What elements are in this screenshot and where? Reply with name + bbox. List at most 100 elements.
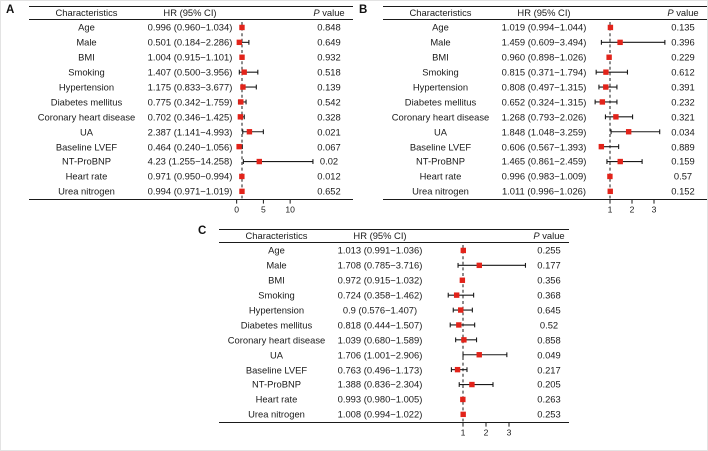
characteristic-label: Age — [78, 21, 95, 33]
p-value: 0.012 — [317, 170, 341, 182]
hr-ci-value: 1.013 (0.991−1.036) — [337, 244, 423, 256]
forest-row: Baseline LVEF 0.464 (0.240−1.056) 0.067 — [29, 139, 353, 154]
forest-row: NT-ProBNP 4.23 (1.255−14.258) 0.02 — [29, 154, 353, 169]
panel-c: Characteristics HR (95% CI) P value Age 1… — [219, 229, 569, 439]
p-value: 0.328 — [317, 111, 341, 123]
hr-ci-value: 0.763 (0.496−1.173) — [337, 364, 423, 376]
p-value: 0.396 — [671, 36, 695, 48]
hr-ci-value: 1.175 (0.833−3.677) — [147, 81, 233, 93]
characteristic-label: Coronary heart disease — [37, 111, 136, 123]
col-header-characteristics: Characteristics — [409, 7, 472, 18]
hr-ci-value: 1.465 (0.861−2.459) — [501, 155, 587, 167]
forest-row: Hypertension 0.808 (0.497−1.315) 0.391 — [383, 80, 707, 95]
hr-ci-value: 2.387 (1.141−4.993) — [147, 126, 233, 138]
characteristic-label: Baseline LVEF — [55, 141, 118, 153]
forest-row: Coronary heart disease 1.268 (0.793−2.026… — [383, 109, 707, 124]
p-value: 0.049 — [537, 349, 561, 361]
hr-ci-value: 1.268 (0.793−2.026) — [501, 111, 587, 123]
p-value: 0.368 — [537, 289, 561, 301]
forest-row: Smoking 0.815 (0.371−1.794) 0.612 — [383, 65, 707, 80]
characteristic-label: Diabetes mellitus — [50, 96, 123, 108]
hr-ci-value: 1.708 (0.785−3.716) — [337, 259, 423, 271]
hr-ci-value: 0.652 (0.324−1.315) — [501, 96, 587, 108]
forest-row: UA 2.387 (1.141−4.993) 0.021 — [29, 124, 353, 139]
p-value: 0.858 — [537, 334, 561, 346]
characteristic-label: Baseline LVEF — [409, 141, 472, 153]
forest-row: Urea nitrogen 0.994 (0.971−1.019) 0.652 — [29, 184, 353, 199]
p-value: 0.205 — [537, 378, 561, 390]
characteristic-label: Hypertension — [248, 304, 305, 316]
panel-c-label: C — [198, 225, 207, 237]
characteristic-label: NT-ProBNP — [416, 155, 465, 167]
forest-row: BMI 1.004 (0.915−1.101) 0.932 — [29, 50, 353, 65]
p-value: 0.253 — [537, 408, 561, 420]
col-header-p-value: P value — [521, 230, 577, 241]
hr-ci-value: 1.848 (1.048−3.259) — [501, 126, 587, 138]
hr-ci-value: 0.818 (0.444−1.507) — [337, 319, 423, 331]
forest-row: Diabetes mellitus 0.652 (0.324−1.315) 0.23… — [383, 94, 707, 109]
hr-ci-value: 0.993 (0.980−1.005) — [337, 393, 423, 405]
forest-row: Diabetes mellitus 0.775 (0.342−1.759) 0.54… — [29, 94, 353, 109]
hr-ci-value: 1.008 (0.994−1.022) — [337, 408, 423, 420]
characteristic-label: Diabetes mellitus — [404, 96, 477, 108]
p-value: 0.518 — [317, 66, 341, 78]
p-value: 0.391 — [671, 81, 695, 93]
hr-ci-value: 0.606 (0.567−1.393) — [501, 141, 587, 153]
forest-row: Heart rate 0.971 (0.950−0.994) 0.012 — [29, 169, 353, 184]
table-header: Characteristics HR (95% CI) P value — [219, 229, 569, 243]
p-value: 0.217 — [537, 364, 561, 376]
forest-row: Coronary heart disease 1.039 (0.680−1.589… — [219, 332, 569, 347]
hr-ci-value: 0.960 (0.898−1.026) — [501, 51, 587, 63]
characteristic-label: UA — [79, 126, 94, 138]
forest-row: Diabetes mellitus 0.818 (0.444−1.507) 0.52 — [219, 317, 569, 332]
forest-row: Smoking 1.407 (0.500−3.956) 0.518 — [29, 65, 353, 80]
col-header-hr-ci: HR (95% CI) — [517, 7, 571, 18]
forest-row: NT-ProBNP 1.388 (0.836−2.304) 0.205 — [219, 377, 569, 392]
col-header-hr-ci: HR (95% CI) — [353, 230, 407, 241]
axis-tick-label: 3 — [652, 205, 657, 215]
p-value: 0.848 — [317, 21, 341, 33]
characteristic-label: Heart rate — [419, 170, 462, 182]
hr-ci-value: 1.407 (0.500−3.956) — [147, 66, 233, 78]
col-header-characteristics: Characteristics — [55, 7, 118, 18]
forest-row: Coronary heart disease 0.702 (0.346−1.425… — [29, 109, 353, 124]
characteristic-label: Diabetes mellitus — [240, 319, 313, 331]
panel-a-label: A — [6, 4, 15, 16]
axis-tick-label: 10 — [285, 205, 295, 215]
characteristic-label: UA — [433, 126, 448, 138]
forest-row: Smoking 0.724 (0.358−1.462) 0.368 — [219, 288, 569, 303]
hr-ci-value: 0.724 (0.358−1.462) — [337, 289, 423, 301]
hr-ci-value: 4.23 (1.255−14.258) — [147, 155, 233, 167]
p-value: 0.02 — [319, 155, 339, 167]
forest-row: Baseline LVEF 0.763 (0.496−1.173) 0.217 — [219, 362, 569, 377]
characteristic-label: Age — [268, 244, 285, 256]
panel-c-rows: Age 1.013 (0.991−1.036) 0.255 Male 1.708 (0.… — [219, 243, 569, 423]
hr-ci-value: 0.996 (0.983−1.009) — [501, 170, 587, 182]
hr-ci-value: 1.039 (0.680−1.589) — [337, 334, 423, 346]
forest-row: BMI 0.972 (0.915−1.032) 0.356 — [219, 273, 569, 288]
panel-a-rows: Age 0.996 (0.960−1.034) 0.848 Male 0.501 (0.… — [29, 20, 353, 200]
characteristic-label: Smoking — [258, 289, 295, 301]
characteristic-label: Heart rate — [65, 170, 108, 182]
forest-row: Age 1.013 (0.991−1.036) 0.255 — [219, 243, 569, 258]
forest-row: Heart rate 0.993 (0.980−1.005) 0.263 — [219, 392, 569, 407]
panel-a: Characteristics HR (95% CI) P value Age 0… — [29, 6, 353, 216]
table-header: Characteristics HR (95% CI) P value — [29, 6, 353, 20]
characteristic-label: Smoking — [68, 66, 105, 78]
hr-ci-value: 0.996 (0.960−1.034) — [147, 21, 233, 33]
forest-row: Baseline LVEF 0.606 (0.567−1.393) 0.889 — [383, 139, 707, 154]
characteristic-label: Coronary heart disease — [227, 334, 326, 346]
characteristic-label: Male — [76, 36, 97, 48]
hr-ci-value: 0.994 (0.971−1.019) — [147, 185, 233, 197]
p-value: 0.139 — [317, 81, 341, 93]
hr-ci-value: 1.019 (0.994−1.044) — [501, 21, 587, 33]
characteristic-label: Smoking — [422, 66, 459, 78]
characteristic-label: UA — [269, 349, 284, 361]
axis-tick-label: 2 — [630, 205, 635, 215]
hr-ci-value: 0.815 (0.371−1.794) — [501, 66, 587, 78]
p-value: 0.645 — [537, 304, 561, 316]
forest-row: NT-ProBNP 1.465 (0.861−2.459) 0.159 — [383, 154, 707, 169]
axis-tick-label: 0 — [234, 205, 239, 215]
p-value: 0.135 — [671, 21, 695, 33]
panel-b: Characteristics HR (95% CI) P value Age 1… — [383, 6, 707, 216]
